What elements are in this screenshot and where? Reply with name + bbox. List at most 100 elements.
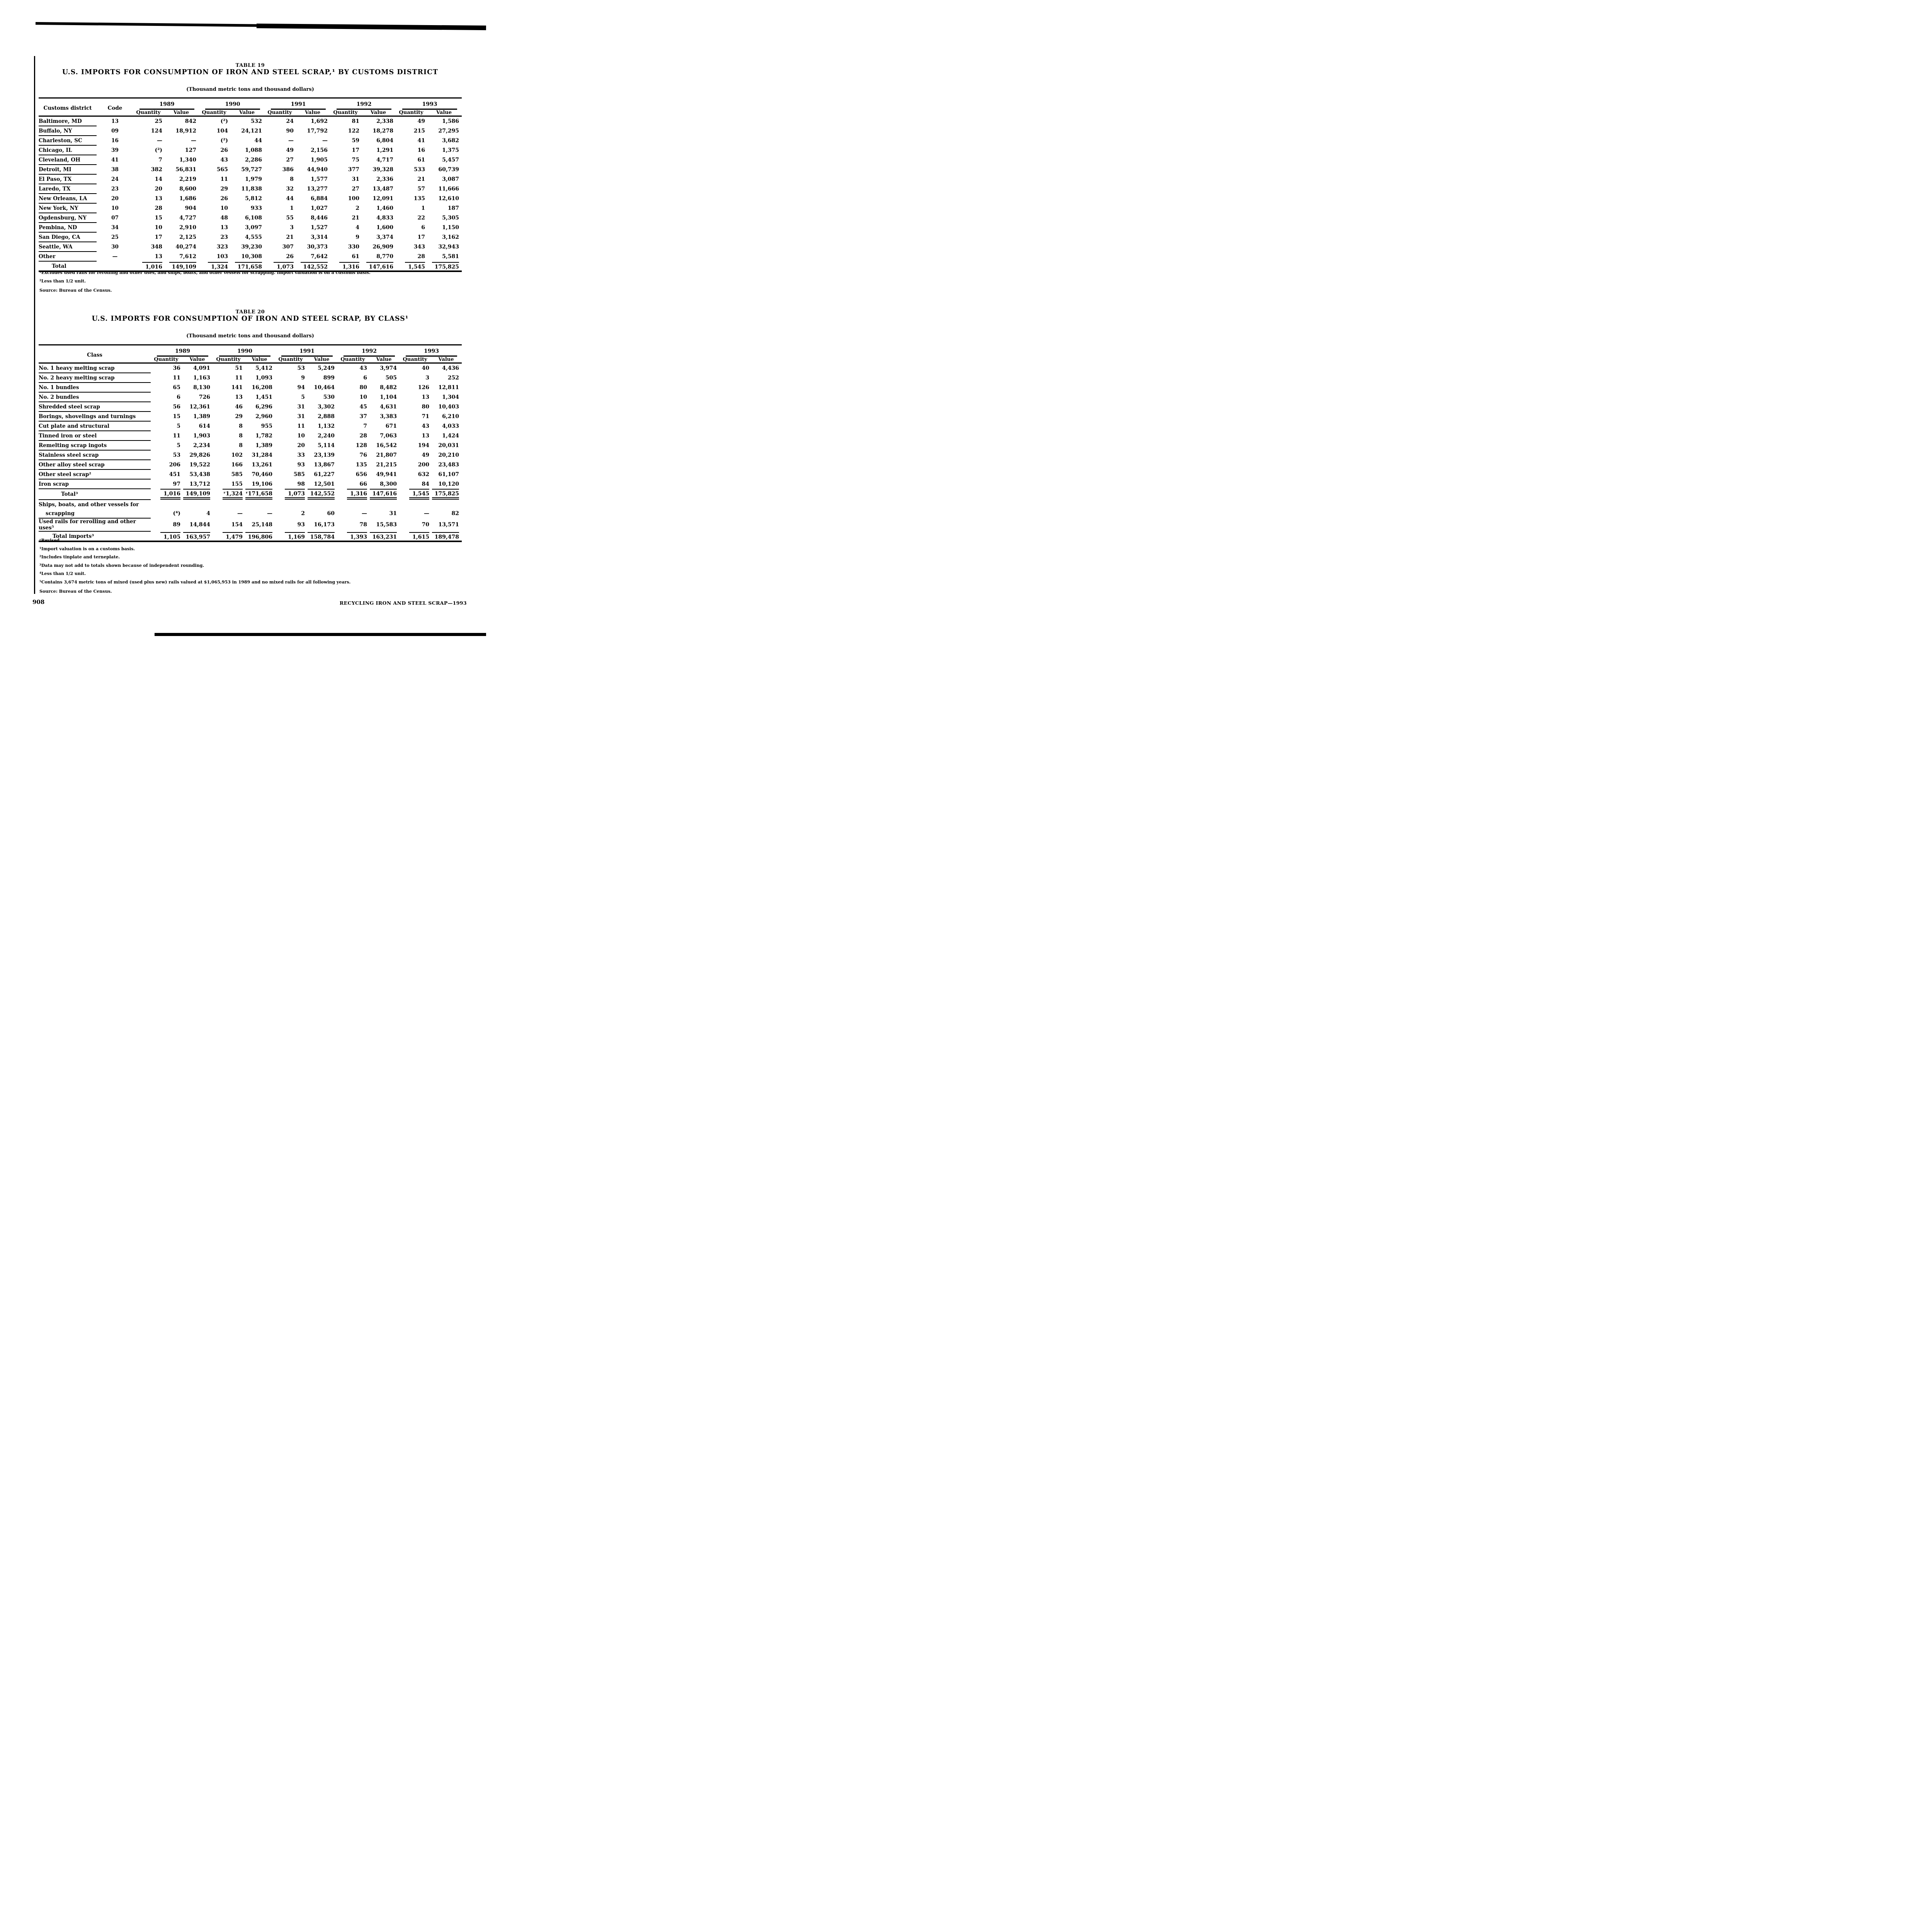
quantity-1993-cell: 13 xyxy=(422,394,429,400)
value-1992-cell: 4,833 xyxy=(376,214,393,221)
value-1990-cell: 532 xyxy=(250,118,262,124)
table20-body: No. 1 heavy melting scrap 36 4,091 51 5,… xyxy=(39,363,462,489)
value-1990-cell: 5,812 xyxy=(245,195,262,202)
quantity-1993-cell: 13 xyxy=(422,432,429,439)
rails-quantity-1991: 93 xyxy=(297,522,305,528)
quantity-1989-cell: 14 xyxy=(155,176,162,182)
ships-quantity-1992: — xyxy=(362,510,367,517)
value-1992-cell: 39,328 xyxy=(372,166,393,173)
value-1989-cell: 8,600 xyxy=(179,185,196,192)
district-cell: El Paso, TX xyxy=(39,174,97,184)
total-label: Total³ xyxy=(39,489,151,500)
value-1992-cell: 7,063 xyxy=(380,432,397,439)
value-1991-cell: 530 xyxy=(323,394,335,400)
quantity-1992-cell: 43 xyxy=(359,365,367,371)
value-1993-cell: 11,666 xyxy=(438,185,459,192)
table19-data-row: Ogdensburg, NY 07 15 4,727 48 6,108 55 8… xyxy=(39,213,462,223)
value-1992-cell: 4,631 xyxy=(380,403,397,410)
quantity-1990-cell: 8 xyxy=(239,442,243,449)
quantity-1993-cell: 17 xyxy=(417,234,425,240)
code-cell: 16 xyxy=(111,137,119,144)
value-1990-cell: 4,555 xyxy=(245,234,262,240)
total-imports-quantity-1993: 1,615 xyxy=(400,531,430,542)
quantity-1990-cell: 10 xyxy=(220,205,228,211)
value-1993-cell: 5,581 xyxy=(442,253,459,260)
table20-total-row: Total³ 1,016 149,109 ʳ1,324 ʳ171,658 1,0… xyxy=(39,489,462,500)
value-1991-cell: 10,464 xyxy=(314,384,335,391)
quantity-1990-cell: 104 xyxy=(216,128,228,134)
total-imports-value-1990: 196,806 xyxy=(244,531,275,542)
quantity-1991-cell: 8 xyxy=(290,176,294,182)
quantity-1990-cell: 8 xyxy=(239,423,243,429)
value-1990-cell: 59,727 xyxy=(241,166,262,173)
district-cell: Detroit, MI xyxy=(39,165,97,175)
quantity-1993-cell: 200 xyxy=(418,461,429,468)
quantity-1992-cell: 21 xyxy=(352,214,359,221)
quantity-1991-cell: 20 xyxy=(297,442,305,449)
table19-label: TABLE 19 xyxy=(235,63,265,68)
table20-total-section: Total³ 1,016 149,109 ʳ1,324 ʳ171,658 1,0… xyxy=(39,489,462,542)
value-1992-cell: 3,974 xyxy=(380,365,397,371)
year-label: 1992 xyxy=(344,348,395,357)
quantity-1991-cell: 32 xyxy=(286,185,294,192)
class-cell: Other alloy steel scrap xyxy=(39,460,151,470)
quantity-1990-cell: 46 xyxy=(235,403,243,410)
table20-data-row: Remelting scrap ingots 5 2,234 8 1,389 2… xyxy=(39,440,462,451)
code-cell: 39 xyxy=(111,147,119,153)
value-1991-cell: 44,940 xyxy=(307,166,328,173)
ships-value-1989: 4 xyxy=(206,510,210,517)
value-1992-cell: 8,300 xyxy=(380,481,397,487)
class-cell: No. 1 heavy melting scrap xyxy=(39,363,151,373)
quantity-1992-cell: 2 xyxy=(355,205,359,211)
table19-data-row: Buffalo, NY 09 124 18,912 104 24,121 90 … xyxy=(39,126,462,136)
value-1991-cell: 23,139 xyxy=(314,452,335,458)
value-1993-cell: 10,403 xyxy=(438,403,459,410)
year-label: 1991 xyxy=(281,348,333,357)
value-1991-cell: 1,527 xyxy=(311,224,328,231)
subheader-quantity-1989: Quantity xyxy=(151,357,182,364)
ships-label-line1: Ships, boats, and other vessels for xyxy=(39,501,139,508)
value-1993-cell: 3,162 xyxy=(442,234,459,240)
col-header-year-1990: 1990 xyxy=(213,344,275,357)
value-1989-cell: — xyxy=(191,137,196,144)
table19-total-row: Total 1,016 149,109 1,324 171,658 1,073 … xyxy=(39,261,462,272)
quantity-1989-cell: 7 xyxy=(158,156,162,163)
quantity-1990-cell: 8 xyxy=(239,432,243,439)
quantity-1990-cell: (²) xyxy=(220,137,228,144)
quantity-1992-cell: 6 xyxy=(363,374,367,381)
value-1989-cell: 13,712 xyxy=(189,481,210,487)
total-value-1992: 147,616 xyxy=(361,261,396,272)
total-value-1993: 175,825 xyxy=(426,261,462,272)
col-header-year-1989: 1989 xyxy=(133,97,199,110)
table19-data-row: Detroit, MI 38 382 56,831 565 59,727 386… xyxy=(39,165,462,175)
value-1991-cell: 2,888 xyxy=(318,413,335,420)
quantity-1990-cell: 11 xyxy=(235,374,243,381)
quantity-1989-cell: 11 xyxy=(173,374,180,381)
quantity-1993-cell: 43 xyxy=(422,423,429,429)
value-1993-cell: 61,107 xyxy=(438,471,459,478)
ships-row-values: scrapping (⁴) 4 — — 2 60 — 31 — 82 xyxy=(39,509,462,519)
subheader-value-1992: Value xyxy=(368,357,400,364)
value-1990-cell: 70,460 xyxy=(252,471,272,478)
subheader-value-1991: Value xyxy=(295,110,330,117)
table20-data-row: Other alloy steel scrap 206 19,522 166 1… xyxy=(39,460,462,470)
table20-data-row: No. 2 bundles 6 726 13 1,451 5 530 10 1,… xyxy=(39,392,462,402)
value-1990-cell: 11,838 xyxy=(241,185,262,192)
quantity-1992-cell: 61 xyxy=(352,253,359,260)
quantity-1993-cell: 3 xyxy=(425,374,429,381)
total-imports-quantity-1990: 1,479 xyxy=(213,531,244,542)
subheader-value-1989: Value xyxy=(182,357,213,364)
total-imports-row: Total imports³ 1,105 163,957 1,479 196,8… xyxy=(39,531,462,542)
subheader-quantity-1990: Quantity xyxy=(213,357,244,364)
quantity-1991-cell: 27 xyxy=(286,156,294,163)
quantity-1991-cell: 24 xyxy=(286,118,294,124)
quantity-1993-cell: 41 xyxy=(417,137,425,144)
district-cell: Charleston, SC xyxy=(39,136,97,146)
value-1993-cell: 32,943 xyxy=(438,243,459,250)
quantity-1992-cell: 656 xyxy=(355,471,367,478)
table20-footnotes: ʳRevised. ¹Import valuation is on a cust… xyxy=(39,538,449,594)
quantity-1991-cell: 31 xyxy=(297,413,305,420)
quantity-1993-cell: 194 xyxy=(418,442,429,449)
quantity-1989-cell: 15 xyxy=(155,214,162,221)
value-1991-cell: 1,905 xyxy=(311,156,328,163)
